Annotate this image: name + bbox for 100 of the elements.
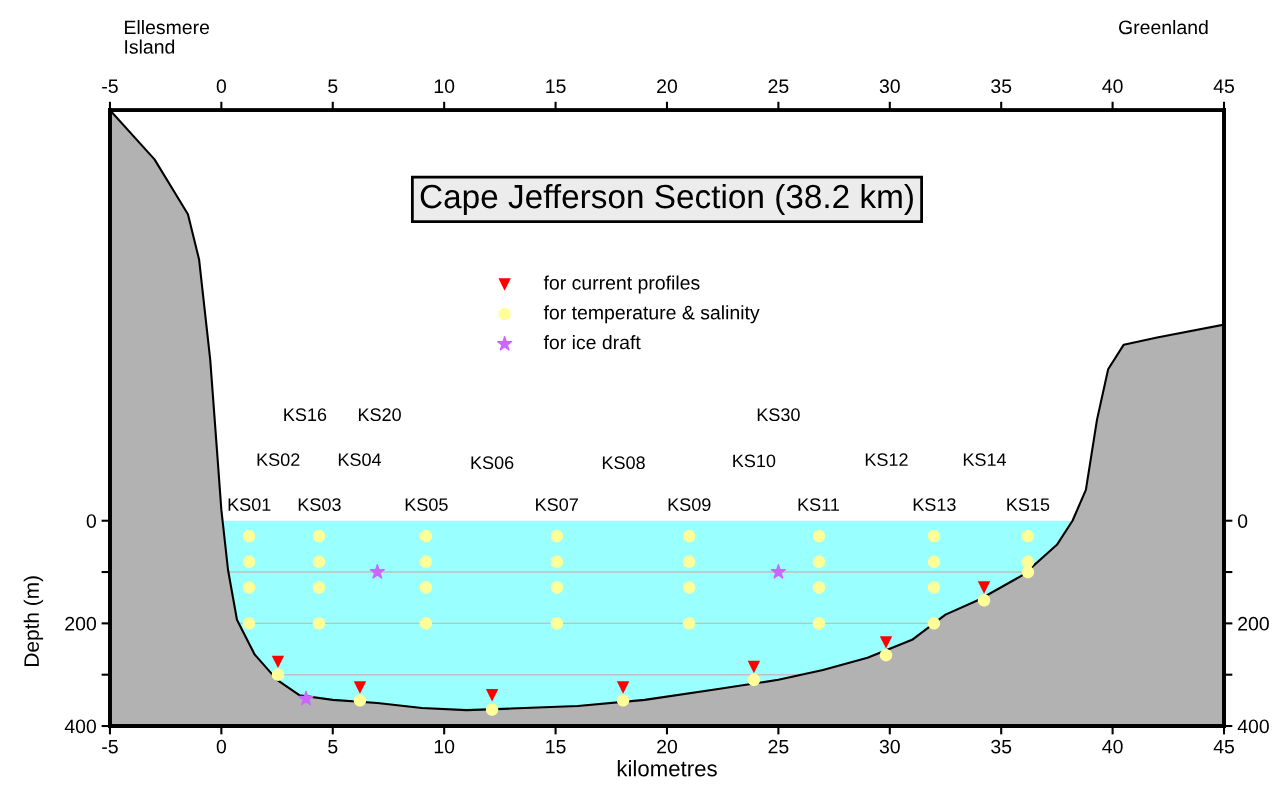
x-tick-label: 40 — [1102, 739, 1123, 754]
y2-tick-label: 200 — [1238, 616, 1269, 631]
point — [312, 617, 326, 630]
point — [550, 555, 564, 568]
point — [550, 581, 564, 594]
point — [927, 555, 941, 568]
x-tick-label: 20 — [657, 739, 678, 754]
x-axis-title: kilometres — [617, 760, 717, 777]
annotation: KS20 — [358, 408, 401, 422]
annotation: KS05 — [405, 498, 448, 511]
y-axis-title: Depth (m) — [23, 576, 44, 666]
point — [242, 555, 256, 568]
legend-label: for ice draft — [543, 335, 641, 350]
annotation: KS09 — [668, 498, 711, 511]
x2-tick-label: 20 — [657, 79, 678, 94]
annotation: KS16 — [284, 408, 327, 422]
annotation: KS08 — [602, 456, 645, 470]
point — [616, 681, 630, 694]
x-tick-label: 35 — [991, 739, 1012, 754]
legend-label: for current profiles — [543, 275, 700, 294]
x-tick-label: 15 — [546, 739, 566, 754]
x2-tick-label: 35 — [991, 79, 1012, 94]
x2-tick-label: 5 — [328, 79, 338, 94]
point — [616, 694, 630, 707]
point — [369, 564, 385, 579]
x2-tick-label: 15 — [546, 79, 566, 94]
point — [312, 555, 326, 568]
text: Ellesmere Island — [125, 19, 210, 54]
point — [271, 655, 285, 669]
x-tick-label: -5 — [102, 739, 118, 754]
point — [485, 689, 499, 702]
point — [242, 581, 256, 594]
point — [770, 564, 787, 579]
x-tick-label: 45 — [1213, 739, 1235, 754]
point — [550, 529, 564, 543]
x-tick-label: 10 — [434, 739, 455, 754]
annotation: KS03 — [298, 498, 341, 511]
point — [353, 681, 367, 694]
x2-tick-label: 25 — [768, 79, 789, 94]
point — [812, 581, 826, 594]
point — [927, 529, 941, 543]
point — [353, 694, 367, 707]
y-tick-label: 400 — [64, 719, 96, 734]
annotation: KS11 — [798, 498, 840, 511]
point — [747, 673, 761, 687]
point — [1021, 565, 1035, 579]
point — [419, 529, 433, 543]
point — [485, 703, 499, 716]
y2-tick-label: 0 — [1237, 514, 1248, 528]
point — [419, 581, 433, 594]
annotation: KS07 — [536, 498, 578, 511]
point — [242, 617, 256, 630]
x2-tick-label: -5 — [102, 79, 118, 94]
x-tick-label: 30 — [879, 739, 900, 754]
annotation: KS10 — [733, 454, 776, 468]
point — [812, 555, 826, 568]
x2-tick-label: 10 — [434, 79, 455, 94]
point — [927, 617, 941, 630]
point — [812, 529, 826, 543]
x-tick-label: 5 — [328, 739, 338, 754]
y-tick-label: 0 — [86, 514, 96, 528]
point — [242, 529, 256, 543]
point — [312, 529, 326, 543]
point — [312, 581, 326, 594]
x-tick-label: 25 — [768, 739, 789, 754]
point — [550, 617, 564, 630]
y-tick-label: 200 — [65, 616, 96, 631]
annotation: KS13 — [913, 498, 956, 511]
point — [419, 617, 433, 630]
point — [682, 617, 696, 630]
annotation: KS01 — [228, 498, 271, 511]
point — [298, 690, 314, 706]
point — [271, 668, 285, 681]
x-tick-label: 0 — [216, 739, 227, 754]
annotation: KS14 — [963, 453, 1007, 467]
point — [682, 529, 696, 543]
point — [747, 660, 761, 674]
y2-tick-label: 400 — [1237, 719, 1269, 734]
point — [927, 581, 941, 594]
point — [682, 555, 696, 568]
point — [879, 636, 893, 649]
text: Cape Jefferson Section (38.2 km) — [420, 183, 913, 215]
point — [682, 581, 696, 594]
point — [419, 555, 433, 568]
point — [977, 581, 991, 594]
x2-tick-label: 40 — [1102, 79, 1123, 94]
x2-tick-label: 0 — [216, 79, 227, 94]
annotation: KS04 — [338, 453, 382, 467]
text: Greenland — [1119, 19, 1208, 35]
annotation: KS15 — [1007, 498, 1050, 511]
annotation: KS06 — [471, 456, 514, 470]
point — [879, 648, 893, 662]
point — [812, 617, 826, 630]
annotation: KS02 — [257, 453, 300, 467]
legend-label: for temperature & salinity — [543, 305, 760, 324]
x2-tick-label: 45 — [1213, 79, 1235, 94]
point — [1021, 529, 1035, 543]
annotation: KS12 — [865, 453, 908, 467]
x2-tick-label: 30 — [879, 79, 900, 94]
point — [977, 594, 991, 607]
